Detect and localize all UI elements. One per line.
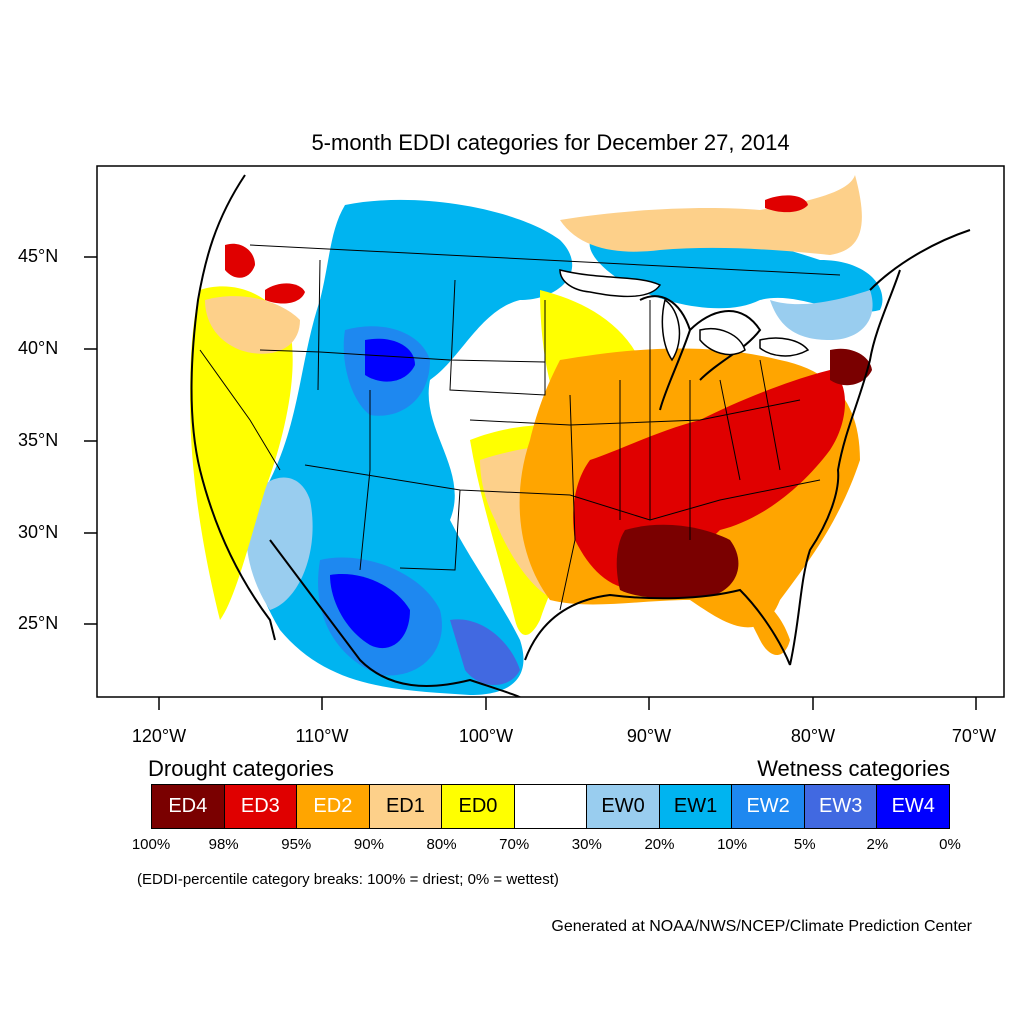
- map-frame: [96, 165, 1005, 698]
- lon-label-70w: 70°W: [951, 726, 997, 746]
- break-label-80: 80%: [426, 836, 457, 853]
- break-label-5: 5%: [793, 836, 816, 853]
- dry-region-canada: [560, 175, 862, 255]
- break-label-98: 98%: [208, 836, 239, 853]
- lat-label-30: 30°N: [18, 522, 59, 542]
- dry-region-nw-ed3b: [265, 283, 305, 304]
- break-label-10: 10%: [717, 836, 748, 853]
- lon-label-120w: 120°W: [131, 726, 187, 746]
- map-title: 5-month EDDI categories for December 27,…: [311, 130, 790, 155]
- wet-region-ew4-wy: [365, 338, 415, 382]
- legend-box-ew4: EW4: [877, 785, 950, 828]
- lat-label-45: 45°N: [18, 246, 59, 266]
- legend-box-ew2: EW2: [732, 785, 805, 828]
- lat-label-40: 40°N: [18, 338, 59, 358]
- lat-label-25: 25°N: [18, 613, 59, 633]
- dry-region-west: [190, 286, 293, 620]
- drought-categories-heading: Drought categories: [148, 756, 334, 781]
- legend-box-ew0: EW0: [587, 785, 660, 828]
- coastline: [190, 174, 971, 697]
- category-breaks-note: (EDDI-percentile category breaks: 100% =…: [137, 871, 559, 888]
- break-label-20: 20%: [644, 836, 675, 853]
- lat-label-35: 35°N: [18, 430, 59, 450]
- dry-region-canada-ed3: [765, 195, 808, 213]
- dry-region-southeast-ed4: [616, 524, 739, 599]
- legend-box-ew1: EW1: [659, 785, 733, 828]
- lon-label-90w: 90°W: [626, 726, 672, 746]
- great-lakes: [559, 269, 810, 362]
- dry-region-west-ed1: [205, 296, 300, 354]
- state-boundaries: [199, 244, 841, 611]
- legend-box-ed0: ED0: [442, 785, 515, 828]
- legend-box-ed3: ED3: [224, 785, 298, 828]
- legend-box-normal: [514, 785, 588, 828]
- wet-region-lightblue-sw: [246, 477, 313, 610]
- wetness-categories-heading: Wetness categories: [757, 756, 950, 781]
- legend-box-ew3: EW3: [804, 785, 878, 828]
- legend-box-ed4: ED4: [152, 785, 225, 828]
- category-legend-bar: ED4 ED3 ED2 ED1 ED0 EW0 EW1 EW2 EW3 EW4: [151, 784, 950, 829]
- dry-region-northeast-ed4: [830, 348, 872, 386]
- category-break-labels: 100% 98% 95% 90% 80% 70% 30% 20% 10% 5% …: [132, 836, 961, 856]
- lon-label-80w: 80°W: [790, 726, 836, 746]
- break-label-2: 2%: [866, 836, 889, 853]
- legend-box-ed1: ED1: [369, 785, 443, 828]
- wet-region-ew3-tx: [450, 619, 520, 685]
- break-label-30: 30%: [571, 836, 602, 853]
- axis-ticks: [84, 256, 977, 710]
- lon-label-100w: 100°W: [458, 726, 514, 746]
- wet-region-ew4-mx: [330, 574, 410, 649]
- break-label-90: 90%: [353, 836, 384, 853]
- break-label-95: 95%: [281, 836, 312, 853]
- wet-region-edge: [770, 290, 873, 340]
- lon-label-110w: 110°W: [295, 726, 349, 746]
- break-label-0: 0%: [939, 836, 961, 853]
- legend-box-ed2: ED2: [297, 785, 370, 828]
- dry-region-nw-ed3: [225, 243, 255, 278]
- break-label-100: 100%: [131, 836, 171, 853]
- credit-line: Generated at NOAA/NWS/NCEP/Climate Predi…: [551, 918, 972, 935]
- break-label-70: 70%: [499, 836, 530, 853]
